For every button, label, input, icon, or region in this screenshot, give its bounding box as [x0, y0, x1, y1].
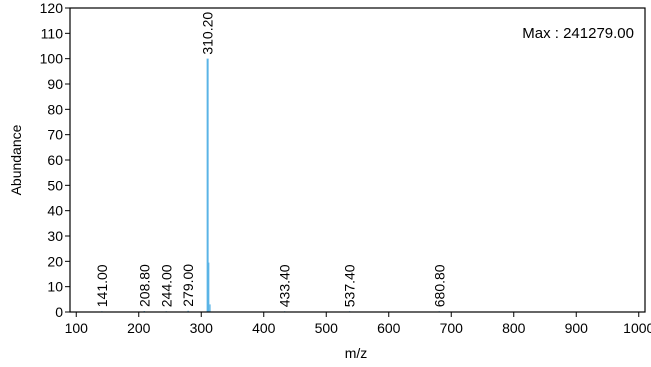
x-tick-label: 800 [502, 320, 526, 336]
peak-label: 279.00 [180, 264, 196, 307]
x-tick-label: 200 [127, 320, 151, 336]
x-tick-label: 600 [377, 320, 401, 336]
y-tick-label: 90 [47, 76, 63, 92]
y-tick-label: 70 [47, 127, 63, 143]
y-tick-label: 20 [47, 253, 63, 269]
y-tick-label: 50 [47, 177, 63, 193]
x-tick-label: 700 [440, 320, 464, 336]
max-abundance-label: Max : 241279.00 [522, 25, 634, 42]
y-tick-label: 10 [47, 279, 63, 295]
y-tick-label: 0 [55, 304, 63, 320]
x-axis-label: m/z [345, 345, 368, 361]
peak-label: 244.00 [158, 264, 174, 307]
y-tick-label: 40 [47, 203, 63, 219]
y-tick-label: 80 [47, 101, 63, 117]
x-tick-label: 1000 [623, 320, 651, 336]
x-tick-label: 400 [252, 320, 276, 336]
peak-label: 680.80 [431, 264, 447, 307]
peak-label: 141.00 [94, 264, 110, 307]
x-tick-label: 900 [565, 320, 589, 336]
x-tick-label: 300 [190, 320, 214, 336]
peak-label: 537.40 [342, 264, 358, 307]
y-tick-label: 120 [40, 0, 64, 16]
peak-label: 433.40 [277, 264, 293, 307]
y-axis-label: Abundance [8, 124, 24, 195]
peak-label: 208.80 [136, 264, 152, 307]
y-tick-label: 30 [47, 228, 63, 244]
y-tick-label: 60 [47, 152, 63, 168]
y-tick-label: 100 [40, 51, 64, 67]
y-tick-label: 110 [41, 25, 64, 41]
x-tick-label: 500 [315, 320, 339, 336]
peak-label: 310.20 [200, 12, 216, 55]
x-tick-label: 100 [65, 320, 89, 336]
